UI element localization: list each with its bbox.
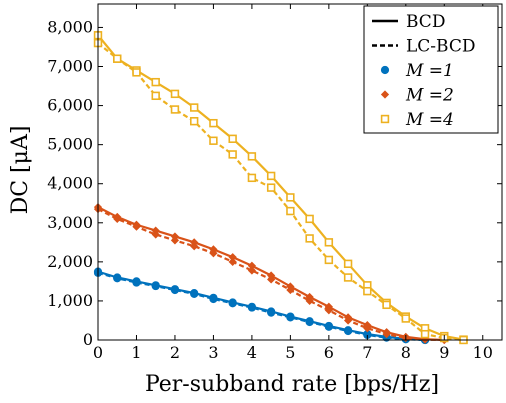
series-3-lcbcd-point — [382, 300, 391, 310]
series-3-bcd-point — [170, 89, 180, 99]
series-3-lcbcd-point — [420, 329, 430, 339]
series-2-lcbcd-point — [324, 306, 333, 315]
x-tick-label: 9 — [439, 343, 449, 362]
series-3-bcd-point — [189, 103, 199, 112]
series-1-lcbcd-point — [286, 313, 295, 322]
series-3-lcbcd-point — [305, 234, 314, 243]
series-3-lcbcd-point — [132, 68, 141, 77]
series-3-bcd-point — [266, 171, 276, 181]
y-tick-label: 4,000 — [47, 174, 93, 193]
series-2-lcbcd-point — [305, 296, 314, 306]
y-tick-label: 7,000 — [47, 57, 93, 76]
series-3-bcd-point — [228, 134, 237, 143]
series-2-lcbcd-point — [382, 330, 391, 339]
series-3-lcbcd-point — [266, 183, 276, 192]
series-3-lcbcd-point — [401, 314, 411, 323]
series-2-lcbcd-point — [190, 242, 199, 251]
x-tick-label: 1 — [131, 343, 141, 362]
x-tick-label: 7 — [362, 343, 372, 362]
x-tick-label: 0 — [93, 343, 103, 362]
legend-label: BCD — [406, 12, 445, 32]
y-tick-label: 5,000 — [47, 135, 93, 154]
legend-label: LC-BCD — [406, 37, 476, 57]
y-tick-label: 8,000 — [47, 17, 93, 36]
series-1-lcbcd-point — [170, 285, 180, 295]
series-1-lcbcd-point — [132, 278, 141, 287]
series-3-lcbcd-point — [189, 117, 199, 126]
series-1-lcbcd-point — [113, 274, 122, 283]
legend-marker-swatch — [380, 90, 390, 99]
series-2-lcbcd-point — [132, 222, 141, 231]
series-2-lcbcd-point — [228, 257, 237, 266]
series-3-lcbcd-point — [324, 255, 334, 265]
x-tick-label: 8 — [401, 343, 411, 362]
series-1 — [93, 267, 430, 345]
series-1-lcbcd-point — [151, 281, 160, 291]
series-2-lcbcd-point — [247, 266, 257, 275]
legend-marker-swatch — [380, 65, 390, 75]
series-2-lcbcd-point — [267, 275, 276, 284]
x-tick-label: 2 — [170, 343, 180, 362]
series-3-lcbcd-point — [363, 286, 372, 296]
series-3-lcbcd-point — [343, 273, 353, 282]
legend-label: M =1 — [405, 61, 454, 81]
series-3-lcbcd-point — [228, 150, 237, 159]
y-tick-label: 0 — [83, 330, 93, 349]
series-2-lcbcd-point — [170, 236, 180, 245]
series-1-lcbcd-point — [247, 303, 257, 312]
series-1-lcbcd-point — [343, 326, 353, 336]
series-3-lcbcd-point — [170, 105, 180, 114]
x-tick-label: 6 — [324, 343, 334, 362]
series-3-bcd-point — [247, 152, 257, 161]
series-1-bcd-line — [97, 270, 426, 342]
y-axis-label: DC [μA] — [8, 126, 33, 215]
legend-label: M =2 — [405, 86, 454, 106]
y-tick-label: 2,000 — [47, 252, 93, 271]
series-1-lcbcd-point — [267, 308, 276, 317]
series-3-lcbcd-point — [247, 173, 257, 183]
series-2-lcbcd-point — [151, 230, 160, 239]
series-3-bcd-point — [286, 193, 295, 202]
x-tick-label: 10 — [473, 343, 493, 362]
series-3-lcbcd-point — [209, 136, 218, 145]
series-2 — [93, 203, 449, 345]
series-1-lcbcd-point — [324, 322, 333, 331]
series-3-bcd-point — [305, 214, 314, 224]
series-3-bcd-point — [343, 259, 353, 269]
series-1-lcbcd-point — [190, 289, 199, 298]
x-axis-label: Per-subband rate [bps/Hz] — [145, 372, 439, 397]
series-2-lcbcd-point — [363, 324, 372, 333]
x-tick-label: 3 — [208, 343, 218, 362]
series-1-lcbcd-point — [228, 299, 237, 308]
series-2-lcbcd-point — [343, 316, 353, 325]
axes-layer: 0 1 2 3 4 5 6 7 8 9 10 0 1,000 2,000 3,000 4,000 5,000 6,… — [47, 3, 503, 362]
plot-frame — [97, 3, 503, 341]
series-2-lcbcd-point — [113, 214, 122, 223]
legend-marker-swatch — [380, 114, 390, 124]
series-3-bcd-point — [151, 77, 160, 87]
series-3-lcbcd-point — [286, 206, 295, 216]
legend-label: M =4 — [405, 110, 454, 130]
series-3-lcbcd-point — [113, 54, 122, 63]
series-2-lcbcd-point — [286, 285, 295, 295]
series-3-lcbcd-point — [151, 91, 160, 101]
series-3-bcd-point — [209, 118, 218, 128]
series-1-lcbcd-point — [305, 317, 314, 327]
series-2-lcbcd-point — [209, 249, 218, 258]
series-1-lcbcd-point — [209, 294, 218, 304]
y-tick-label: 6,000 — [47, 96, 93, 115]
legend: BCD LC-BCD M =1 M =2 M =4 — [363, 5, 499, 134]
y-tick-label: 1,000 — [47, 291, 93, 310]
y-tick-label: 3,000 — [47, 213, 93, 232]
x-tick-label: 5 — [285, 343, 295, 362]
x-tick-label: 4 — [247, 343, 257, 362]
series-3-bcd-point — [324, 238, 334, 247]
